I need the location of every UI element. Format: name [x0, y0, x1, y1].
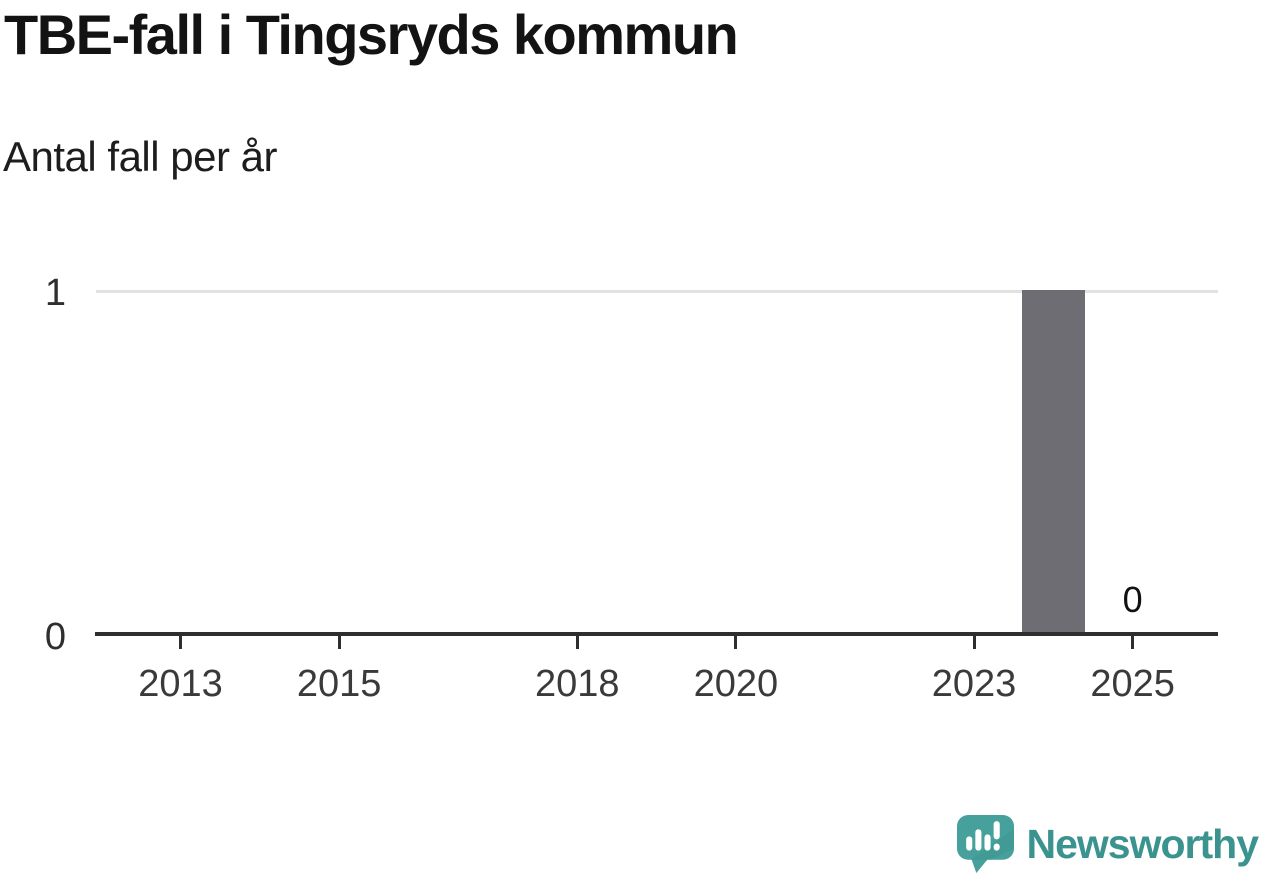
value-label-2025: 0 — [1122, 579, 1143, 620]
newsworthy-logo-icon — [956, 815, 1014, 873]
x-tick-label-2015: 2015 — [296, 663, 382, 705]
x-tick-2018 — [575, 636, 579, 649]
brand-name: Newsworthy — [1026, 820, 1259, 867]
x-tick-label-2023: 2023 — [931, 663, 1017, 705]
logo-exclamation-dot — [993, 843, 1000, 851]
bar-2024 — [1021, 290, 1085, 632]
chart-subtitle: Antal fall per år — [3, 133, 277, 180]
x-tick-2025 — [1131, 636, 1135, 649]
y-tick-label-0: 0 — [44, 615, 66, 658]
logo-bubble-tail — [969, 855, 991, 873]
logo-exclamation-bar — [993, 821, 1000, 840]
y-gridline-1 — [96, 290, 1218, 293]
x-tick-2020 — [734, 636, 738, 649]
x-tick-2015 — [337, 636, 341, 649]
x-tick-label-2018: 2018 — [534, 663, 620, 705]
x-tick-label-2025: 2025 — [1090, 663, 1175, 705]
brand-footer: Newsworthy — [956, 813, 1259, 875]
y-tick-label-1: 1 — [44, 272, 66, 314]
logo-bar-2 — [974, 829, 981, 851]
x-tick-label-2020: 2020 — [693, 663, 779, 705]
x-tick-label-2013: 2013 — [138, 663, 223, 705]
logo-bar-1 — [965, 836, 972, 851]
logo-bar-3 — [983, 834, 991, 851]
x-tick-2013 — [179, 636, 182, 649]
x-axis-line — [95, 632, 1218, 636]
logo-bubble-shade — [970, 829, 1014, 860]
x-tick-2023 — [972, 636, 976, 649]
chart-title: TBE-fall i Tingsryds kommun — [4, 3, 739, 66]
